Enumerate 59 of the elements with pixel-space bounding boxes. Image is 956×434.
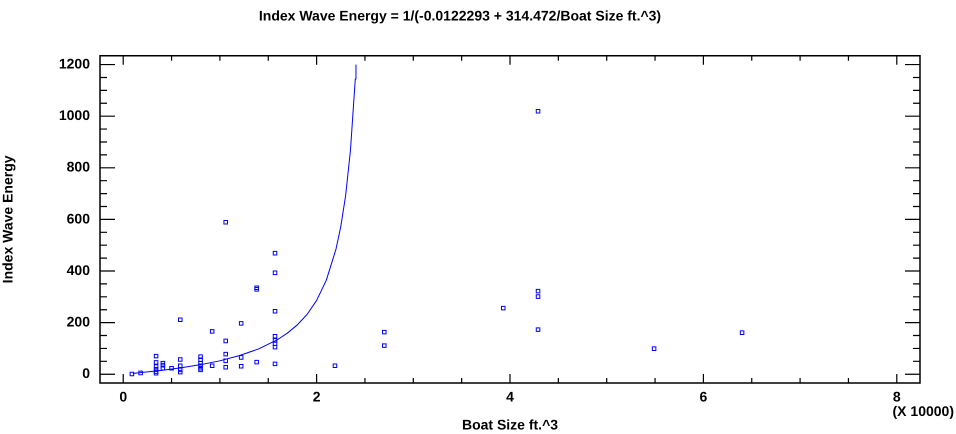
- y-tick-label: 400: [66, 262, 90, 278]
- y-tick-label: 800: [66, 158, 90, 175]
- x-axis-title: Boat Size ft.^3: [462, 416, 558, 432]
- point: [178, 363, 183, 368]
- point: [154, 354, 158, 358]
- x-tick-label: 0: [119, 388, 128, 404]
- point: [160, 362, 166, 368]
- chart-title: Index Wave Energy = 1/(-0.0122293 + 314.472/Boat Size ft.^3): [258, 7, 662, 24]
- point: [223, 338, 228, 344]
- point: [178, 370, 183, 374]
- point: [154, 360, 158, 365]
- point: [382, 330, 387, 334]
- point: [169, 366, 174, 371]
- point: [272, 344, 278, 350]
- point: [210, 329, 214, 334]
- point: [652, 346, 656, 351]
- point: [272, 342, 278, 346]
- point: [138, 370, 143, 376]
- point: [382, 343, 387, 348]
- point: [536, 288, 540, 294]
- x-tick-label: 2: [312, 388, 321, 404]
- y-tick-label: 1000: [58, 107, 90, 124]
- point: [154, 364, 158, 369]
- point: [272, 362, 278, 366]
- x-tick-label: 6: [700, 388, 708, 404]
- point: [160, 360, 166, 366]
- point: [223, 358, 228, 364]
- point: [536, 327, 540, 332]
- point: [536, 109, 540, 114]
- point: [272, 308, 278, 314]
- point: [536, 294, 540, 299]
- x-tick-label: 8: [892, 388, 901, 404]
- y-tick-label: 600: [66, 210, 90, 226]
- point: [130, 372, 134, 376]
- y-tick-label: 200: [66, 313, 90, 330]
- y-axis-title: Index Wave Energy: [0, 155, 16, 284]
- point: [254, 360, 259, 364]
- point: [210, 363, 214, 368]
- text: (X 10000): [892, 402, 954, 419]
- point: [238, 321, 244, 326]
- point: [500, 306, 506, 310]
- y-tick-label: 1200: [58, 55, 90, 72]
- point: [272, 338, 278, 343]
- point: [238, 355, 244, 360]
- point: [272, 250, 278, 256]
- point: [223, 352, 228, 356]
- point: [223, 364, 228, 370]
- point: [272, 270, 278, 276]
- point: [740, 330, 744, 335]
- point: [198, 354, 203, 359]
- x-tick-label: 4: [506, 388, 514, 404]
- point: [272, 334, 278, 339]
- point: [332, 363, 338, 368]
- point: [178, 357, 183, 362]
- point: [178, 318, 183, 322]
- point: [238, 364, 244, 368]
- point: [223, 220, 228, 225]
- point: [178, 368, 183, 372]
- y-tick-label: 0: [82, 365, 90, 382]
